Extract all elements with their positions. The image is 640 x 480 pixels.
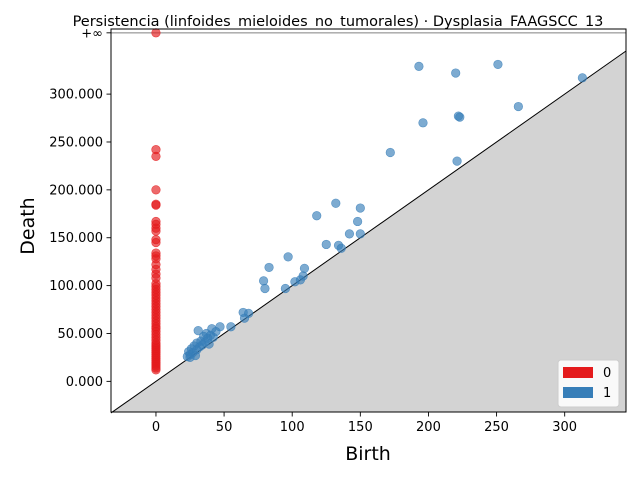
- data-point-h1: [451, 68, 461, 78]
- x-tick-label: 250: [484, 420, 509, 435]
- x-tick-label: 300: [552, 420, 577, 435]
- y-tick-label: 100.000: [49, 279, 103, 294]
- legend-swatch-0: [563, 367, 593, 378]
- data-point-h1: [336, 243, 346, 253]
- data-point-h1: [283, 252, 293, 262]
- data-point-h1: [239, 313, 250, 323]
- x-tick-label: 0: [152, 420, 160, 435]
- data-point-h1: [513, 101, 523, 112]
- data-point-h1: [264, 262, 274, 273]
- data-point-h1: [312, 211, 322, 221]
- y-tick-label-infinity: +∞: [81, 26, 103, 41]
- data-point-h1: [355, 203, 365, 213]
- y-tick-label: 250.000: [49, 135, 103, 150]
- data-point-h1: [418, 118, 428, 128]
- x-tick-label: 50: [216, 420, 233, 435]
- y-axis-label: Death: [17, 197, 39, 254]
- chart-title: Persistencia (linfoides_mieloides_no_tum…: [73, 14, 604, 30]
- y-tick-label: 50.000: [58, 327, 104, 342]
- data-point-h1: [193, 326, 203, 336]
- legend-label-0: 0: [603, 366, 611, 381]
- data-point-h1: [353, 216, 363, 227]
- data-point-h1: [280, 283, 290, 294]
- data-point-h0: [151, 200, 161, 210]
- y-tick-label: 150.000: [49, 231, 103, 246]
- axes-frame: [110, 28, 627, 413]
- x-tick-label: 150: [348, 420, 373, 435]
- data-point-h1: [493, 59, 503, 70]
- data-point-h0: [151, 185, 161, 195]
- data-point-h0: [151, 28, 161, 38]
- data-point-h1: [299, 263, 310, 273]
- data-point-h1: [452, 156, 462, 166]
- data-point-h0: [151, 151, 161, 161]
- data-point-h0: [151, 237, 161, 248]
- data-point-h1: [577, 73, 588, 83]
- x-axis-label: Birth: [345, 443, 391, 465]
- data-point-h1: [414, 61, 424, 71]
- data-point-h1: [197, 340, 207, 350]
- y-tick-label: 0.000: [66, 375, 103, 390]
- data-point-h1: [331, 198, 341, 208]
- data-point-h1: [258, 276, 269, 286]
- data-point-h1: [185, 352, 195, 363]
- plot-area: 0 50 100 150 200 250 300 0.000 50.000 100.000 150.…: [49, 26, 627, 435]
- data-point-h1: [208, 332, 218, 342]
- y-tick-label: 300.000: [49, 88, 103, 103]
- data-point-h0: [151, 226, 161, 236]
- data-point-h0: [151, 365, 161, 375]
- data-point-h1: [455, 112, 465, 122]
- legend-swatch-1: [563, 387, 593, 398]
- x-tick-label: 200: [416, 420, 441, 435]
- x-tick-label: 100: [280, 420, 305, 435]
- data-point-h1: [290, 277, 300, 287]
- data-point-h1: [385, 147, 395, 158]
- data-point-h1: [260, 283, 270, 294]
- data-point-h1: [226, 322, 236, 332]
- data-point-h1: [321, 239, 331, 250]
- y-tick-label: 200.000: [49, 183, 103, 198]
- legend-label-1: 1: [603, 386, 611, 401]
- data-point-h1: [344, 229, 355, 239]
- data-point-h1: [355, 229, 365, 239]
